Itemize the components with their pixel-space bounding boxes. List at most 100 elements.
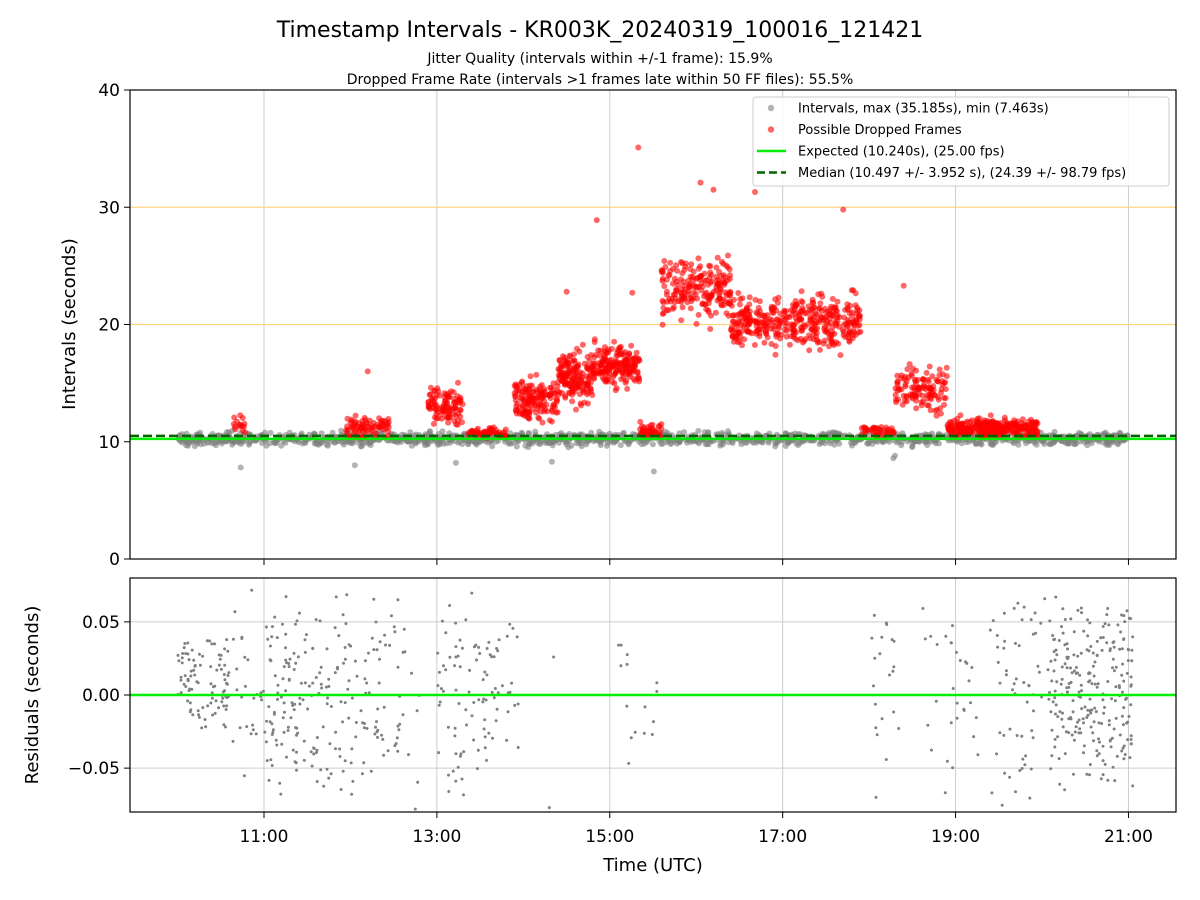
residual-point [1128,756,1132,760]
dropped-frame-point [918,402,925,409]
residual-point [282,701,286,705]
dropped-frame-point [425,404,432,411]
dropped-frame-point [988,423,995,430]
residual-point [873,702,877,706]
residual-point [319,665,323,669]
dropped-frame-point [553,409,560,416]
dropped-frame-point [776,325,783,332]
legend-label-dropped: Possible Dropped Frames [798,123,962,138]
intervals-y-axis-label: Intervals (seconds) [59,238,80,410]
dropped-frame-point [829,340,836,347]
dropped-frame-point [444,392,451,399]
residual-point [436,651,440,655]
dropped-frame-point [451,411,458,417]
residual-point [1028,796,1032,800]
interval-point [619,433,626,439]
dropped-frame-point [443,414,450,420]
residual-point [266,637,270,641]
residual-point [224,725,227,729]
dropped-frame-point [937,410,944,417]
residual-point [470,714,474,718]
dropped-frame-point [786,341,793,348]
residual-point [1074,725,1078,729]
residual-point [265,759,269,763]
residual-point [1123,753,1127,756]
dropped-frame-point [549,407,555,414]
dropped-frame-point [666,271,673,278]
residual-point [311,646,315,650]
residual-point [415,709,419,713]
residual-point [354,735,358,739]
residual-point [295,619,299,623]
residual-point [1123,620,1127,624]
dropped-frame-point [672,295,679,302]
residual-point [990,791,994,795]
residual-point [494,719,498,723]
residual-point [508,622,512,626]
dropped-frame-point [808,326,815,333]
dropped-frame-point [703,277,710,284]
residual-point [327,684,331,688]
dropped-frame-point [579,370,586,377]
dropped-frame-point [840,206,847,213]
residual-point [951,687,955,690]
dropped-frame-point [828,328,835,335]
residual-point [1057,639,1061,642]
dropped-frame-point [660,310,667,317]
dropped-frame-point [687,305,694,312]
residual-point [213,711,217,715]
dropped-frame-point [736,317,743,324]
residual-point [1109,745,1113,749]
residual-point [272,712,276,716]
dropped-frame-point [620,350,627,357]
residual-point [1077,718,1081,722]
interval-point [412,439,419,446]
residual-point [880,717,884,721]
residual-point [186,677,190,681]
residual-point [444,668,448,672]
dropped-frame-point [635,144,642,151]
dropped-frame-point [561,381,568,388]
residual-point [281,622,284,626]
intervals-y-tick-label: 30 [98,198,120,218]
dropped-frame-point [713,264,720,271]
residual-point [552,655,556,659]
residual-point [1052,638,1056,642]
residual-point [284,689,288,693]
residual-point [378,640,382,644]
residual-point [298,702,302,706]
residual-point [221,696,225,700]
residual-point [996,645,1000,649]
residual-point [1032,709,1035,713]
residual-point [1054,648,1058,652]
residual-point [1090,682,1094,686]
residual-point [949,641,953,645]
residual-point [1059,682,1063,686]
dropped-frame-point [790,333,797,340]
residual-point [1077,690,1081,694]
residual-point [1131,635,1135,639]
residual-point [1049,767,1053,771]
residual-point [1069,666,1072,670]
residual-point [240,695,244,699]
intervals-reference-lines [130,206,1176,326]
residual-point [416,780,420,784]
residual-point [267,705,271,709]
residual-point [333,626,337,630]
residual-point [388,643,392,647]
dropped-frame-point [933,376,940,383]
residual-point [210,691,214,695]
interval-point [351,462,358,469]
dropped-frame-point [892,385,899,392]
residual-point [314,618,318,622]
residual-point [873,656,877,660]
dropped-frame-point [522,408,529,415]
interval-point [578,443,585,450]
residuals-y-axis-label: Residuals (seconds) [22,606,43,785]
dropped-frame-point [875,427,882,434]
residual-point [341,769,345,773]
residual-point [477,645,481,649]
intervals-x-ticks [263,559,1129,565]
residual-point [286,729,290,732]
interval-point [452,459,459,466]
